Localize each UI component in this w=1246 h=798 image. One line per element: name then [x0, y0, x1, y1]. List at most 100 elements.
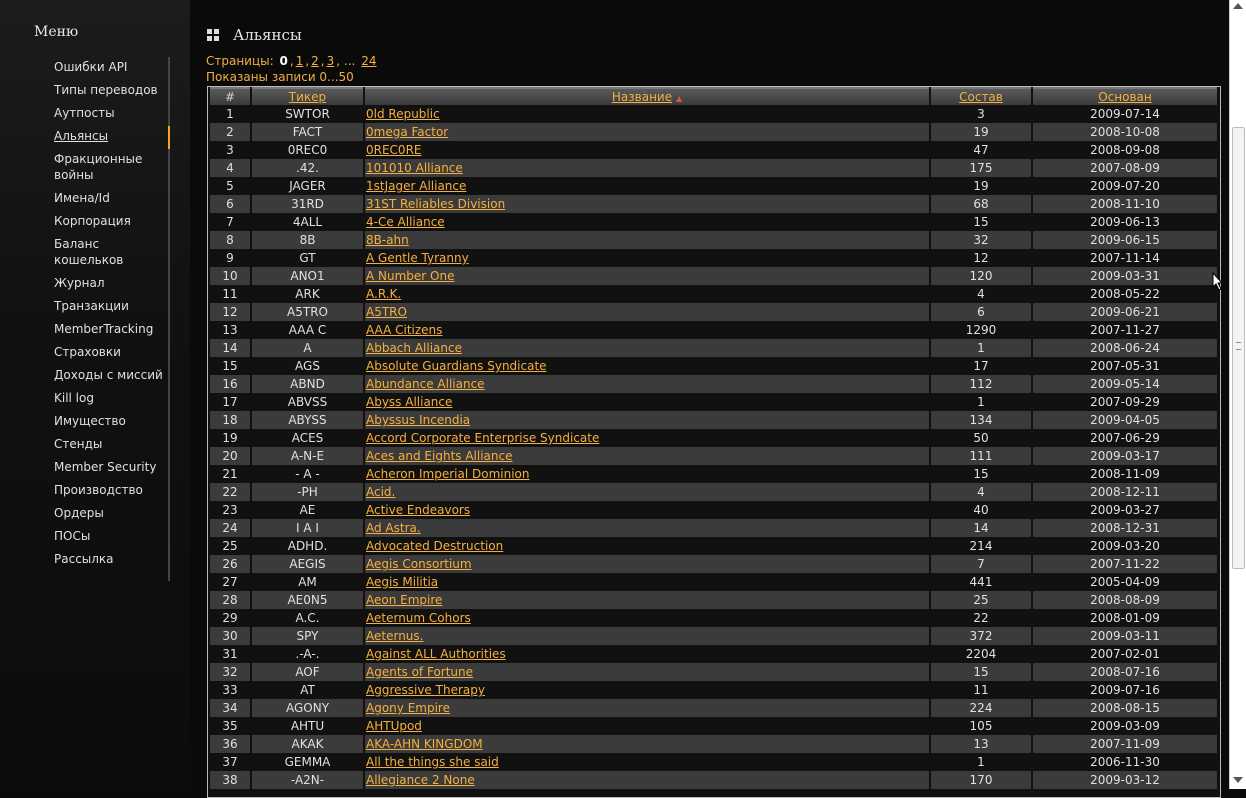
sidebar-item[interactable]: Имущество [54, 414, 126, 428]
alliance-link[interactable]: 101010 Alliance [366, 161, 463, 175]
alliance-link[interactable]: Advocated Destruction [366, 539, 504, 553]
pager-page-link[interactable]: 3 [326, 54, 335, 68]
sidebar-item[interactable]: Баланс кошельков [54, 237, 124, 267]
cell-name[interactable]: Aces and Eights Alliance [365, 447, 929, 465]
alliance-link[interactable]: 8B-ahn [366, 233, 409, 247]
alliance-link[interactable]: Aces and Eights Alliance [366, 449, 513, 463]
alliance-link[interactable]: Agony Empire [366, 701, 450, 715]
sidebar-item[interactable]: Производство [54, 483, 143, 497]
sidebar-item[interactable]: Типы переводов [54, 83, 158, 97]
alliance-link[interactable]: Accord Corporate Enterprise Syndicate [366, 431, 600, 445]
cell-name[interactable]: 1stJager Alliance [365, 177, 929, 195]
cell-name[interactable]: AKA-AHN KINGDOM [365, 735, 929, 753]
cell-name[interactable]: 4-Ce Alliance [365, 213, 929, 231]
alliance-link[interactable]: Abbach Alliance [366, 341, 462, 355]
alliance-link[interactable]: Abyss Alliance [366, 395, 453, 409]
alliance-link[interactable]: AKA-AHN KINGDOM [366, 737, 483, 751]
alliance-link[interactable]: Aggressive Therapy [366, 683, 485, 697]
cell-name[interactable]: Advocated Destruction [365, 537, 929, 555]
alliance-link[interactable]: Agents of Fortune [366, 665, 474, 679]
sidebar-item[interactable]: ПОСы [54, 529, 91, 543]
alliance-link[interactable]: Aeternus. [366, 629, 424, 643]
sort-ticker-link[interactable]: Тикер [288, 90, 327, 104]
alliance-link[interactable]: 1stJager Alliance [366, 179, 467, 193]
cell-name[interactable]: A Gentle Tyranny [365, 249, 929, 267]
sidebar-item[interactable]: Альянсы [45, 126, 170, 149]
cell-name[interactable]: Agents of Fortune [365, 663, 929, 681]
alliance-link[interactable]: Abyssus Incendia [366, 413, 471, 427]
sort-members-link[interactable]: Состав [959, 90, 1003, 104]
alliance-link[interactable]: Against ALL Authorities [366, 647, 506, 661]
sidebar-item[interactable]: MemberTracking [54, 322, 154, 336]
scrollbar-thumb[interactable] [1232, 127, 1245, 569]
alliance-link[interactable]: Allegiance 2 None [366, 773, 475, 787]
sidebar-item[interactable]: Страховки [54, 345, 121, 359]
alliance-link[interactable]: Aeternum Cohors [366, 611, 471, 625]
alliance-link[interactable]: Acheron Imperial Dominion [366, 467, 530, 481]
cell-name[interactable]: Absolute Guardians Syndicate [365, 357, 929, 375]
sidebar-item[interactable]: Ошибки API [54, 60, 128, 74]
sidebar-item[interactable]: Имена/Id [54, 191, 110, 205]
column-header-ticker[interactable]: Тикер [252, 87, 363, 105]
pager-page-link[interactable]: 1 [295, 54, 304, 68]
cell-name[interactable]: Abyssus Incendia [365, 411, 929, 429]
alliance-link[interactable]: Acid. [366, 485, 396, 499]
alliance-link[interactable]: Active Endeavors [366, 503, 471, 517]
cell-name[interactable]: 101010 Alliance [365, 159, 929, 177]
cell-name[interactable]: Active Endeavors [365, 501, 929, 519]
cell-name[interactable]: A5TRO [365, 303, 929, 321]
pager-last-link[interactable]: 24 [361, 54, 377, 68]
alliance-link[interactable]: Ad Astra. [366, 521, 421, 535]
cell-name[interactable]: Aeternus. [365, 627, 929, 645]
sidebar-item[interactable]: Стенды [54, 437, 103, 451]
cell-name[interactable]: All the things she said [365, 753, 929, 771]
scroll-up-arrow-icon[interactable] [1233, 3, 1243, 9]
cell-name[interactable]: AHTUpod [365, 717, 929, 735]
cell-name[interactable]: 8B-ahn [365, 231, 929, 249]
cell-name[interactable]: Accord Corporate Enterprise Syndicate [365, 429, 929, 447]
cell-name[interactable]: Abbach Alliance [365, 339, 929, 357]
alliance-link[interactable]: Absolute Guardians Syndicate [366, 359, 547, 373]
cell-name[interactable]: 0mega Factor [365, 123, 929, 141]
sidebar-item[interactable]: Рассылка [54, 552, 114, 566]
scroll-down-arrow-icon[interactable] [1233, 777, 1243, 783]
alliance-link[interactable]: A5TRO [366, 305, 407, 319]
cell-name[interactable]: Aegis Consortium [365, 555, 929, 573]
sidebar-item[interactable]: Фракционные войны [54, 152, 143, 182]
cell-name[interactable]: Abundance Alliance [365, 375, 929, 393]
alliance-link[interactable]: Aegis Consortium [366, 557, 472, 571]
cell-name[interactable]: AAA Citizens [365, 321, 929, 339]
sort-founded-link[interactable]: Основан [1098, 90, 1152, 104]
cell-name[interactable]: Allegiance 2 None [365, 771, 929, 789]
alliance-link[interactable]: Aeon Empire [366, 593, 443, 607]
cell-name[interactable]: Ad Astra. [365, 519, 929, 537]
alliance-link[interactable]: 0mega Factor [366, 125, 449, 139]
alliance-link[interactable]: AAA Citizens [366, 323, 443, 337]
cell-name[interactable]: Aggressive Therapy [365, 681, 929, 699]
column-header-name[interactable]: Название ▲ [365, 87, 929, 105]
vertical-scrollbar[interactable] [1229, 0, 1246, 789]
sidebar-item[interactable]: Транзакции [54, 299, 129, 313]
cell-name[interactable]: Against ALL Authorities [365, 645, 929, 663]
sidebar-item[interactable]: Аутпосты [54, 106, 115, 120]
alliance-link[interactable]: AHTUpod [366, 719, 422, 733]
alliance-link[interactable]: 0REC0RE [366, 143, 422, 157]
sidebar-item[interactable]: Kill log [54, 391, 94, 405]
column-header-founded[interactable]: Основан [1033, 87, 1217, 105]
cell-name[interactable]: Aeternum Cohors [365, 609, 929, 627]
pager-page-link[interactable]: 2 [311, 54, 319, 68]
cell-name[interactable]: A.R.K. [365, 285, 929, 303]
cell-name[interactable]: Agony Empire [365, 699, 929, 717]
alliance-link[interactable]: A Number One [366, 269, 455, 283]
cell-name[interactable]: Abyss Alliance [365, 393, 929, 411]
cell-name[interactable]: Acid. [365, 483, 929, 501]
alliance-link[interactable]: 0ld Republic [366, 107, 440, 121]
cell-name[interactable]: 31ST Reliables Division [365, 195, 929, 213]
sidebar-item[interactable]: Member Security [54, 460, 157, 474]
sort-name-link[interactable]: Название [611, 90, 673, 104]
cell-name[interactable]: Acheron Imperial Dominion [365, 465, 929, 483]
alliance-link[interactable]: Aegis Militia [366, 575, 439, 589]
cell-name[interactable]: 0ld Republic [365, 105, 929, 123]
cell-name[interactable]: A Number One [365, 267, 929, 285]
alliance-link[interactable]: 4-Ce Alliance [366, 215, 445, 229]
